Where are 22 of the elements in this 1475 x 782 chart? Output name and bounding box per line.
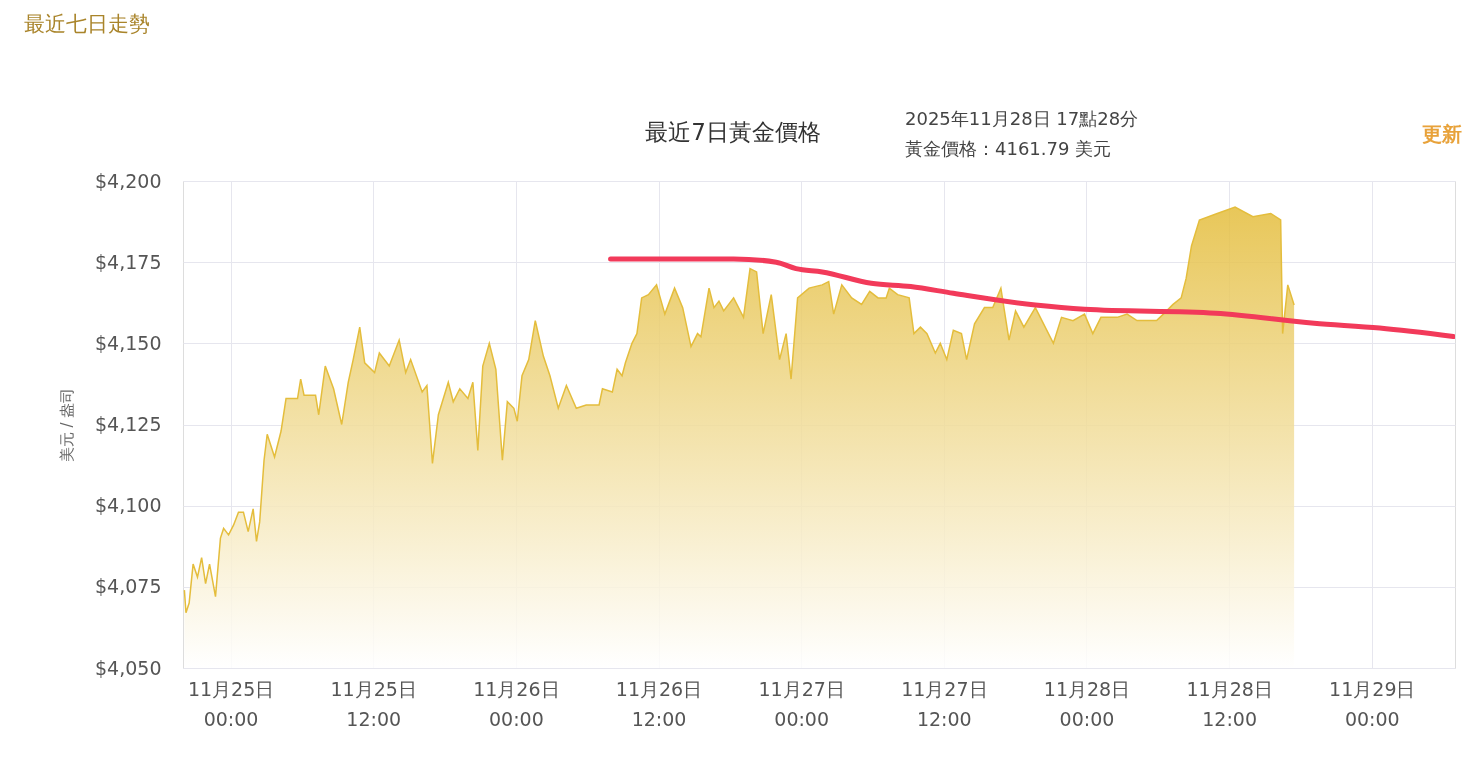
x-tick-label: 11月28日 12:00 <box>1186 677 1273 730</box>
y-tick-label: $4,150 <box>95 331 162 354</box>
text: 更新 <box>1422 122 1462 146</box>
y-axis-title: 美元 / 盎司 <box>58 387 77 463</box>
y-tick-label: $4,200 <box>95 169 162 192</box>
x-tick-label: 11月26日 12:00 <box>615 677 703 730</box>
y-tick-label: $4,100 <box>95 494 162 517</box>
x-tick-label: 11月27日 00:00 <box>758 677 845 730</box>
x-tick-label: 11月25日 00:00 <box>187 677 275 730</box>
x-tick-label: 11月28日 00:00 <box>1043 677 1131 730</box>
x-tick-label: 11月29日 00:00 <box>1329 677 1416 730</box>
text: 2025年11月28日 17點28分 <box>905 108 1139 129</box>
y-tick-label: $4,125 <box>95 413 162 435</box>
x-tick-label: 11月27日 12:00 <box>901 677 988 730</box>
y-tick-label: $4,175 <box>95 250 162 273</box>
text: 最近七日走勢 <box>24 12 150 36</box>
x-tick-label: 11月25日 12:00 <box>330 677 417 730</box>
y-tick-label: $4,050 <box>95 656 162 679</box>
x-tick-label: 11月26日 00:00 <box>473 677 560 730</box>
text: 黃金價格：4161.79 美元 <box>905 138 1112 159</box>
y-tick-label: $4,075 <box>95 575 162 598</box>
chart-title: 最近7日黃金價格 <box>645 119 821 145</box>
